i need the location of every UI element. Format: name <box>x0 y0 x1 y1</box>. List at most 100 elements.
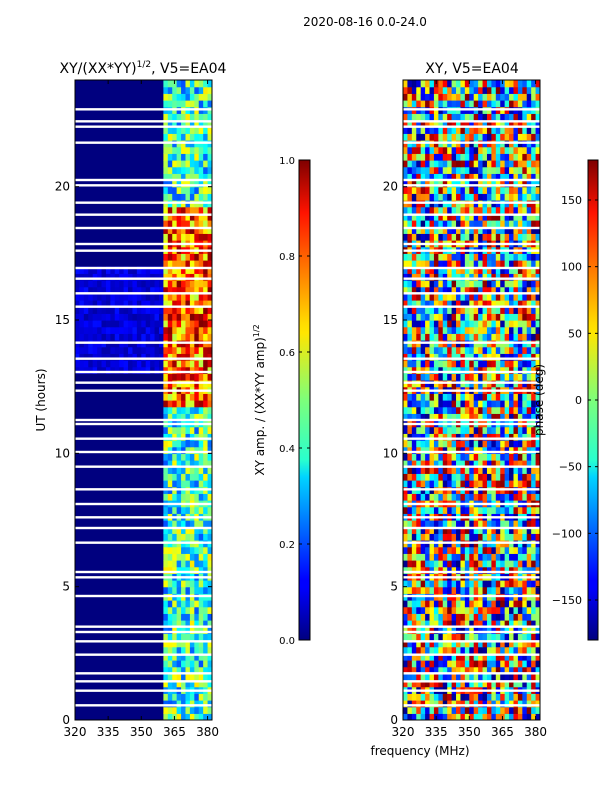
left-flag-line <box>75 125 212 128</box>
right-heatmap-cell <box>438 413 444 421</box>
left-heatmap-cell <box>176 120 182 128</box>
right-heatmap-cell <box>411 626 417 634</box>
right-heatmap-cell <box>411 586 417 594</box>
left-heatmap-cell <box>189 480 195 488</box>
right-flag-line <box>403 625 540 628</box>
left-heatmap-cell <box>97 313 103 321</box>
left-flag-line <box>75 689 212 692</box>
left-heatmap-cell <box>150 353 156 361</box>
right-heatmap-cell <box>420 293 426 301</box>
right-heatmap-cell <box>491 80 497 88</box>
left-heatmap-cell <box>189 586 195 594</box>
right-heatmap-cell <box>425 446 431 454</box>
right-heatmap-cell <box>482 433 488 441</box>
right-heatmap-cell <box>456 653 462 661</box>
right-heatmap-cell <box>486 413 492 421</box>
right-heatmap-cell <box>456 93 462 101</box>
right-heatmap-cell <box>473 193 479 201</box>
right-heatmap-cell <box>429 453 435 461</box>
right-heatmap-cell <box>473 100 479 108</box>
right-heatmap-cell <box>438 326 444 334</box>
left-heatmap-cell <box>207 93 212 101</box>
right-heatmap-cell <box>522 100 528 108</box>
right-heatmap-cell <box>425 293 431 301</box>
left-heatmap-cell <box>207 353 212 361</box>
right-heatmap-cell <box>526 460 532 468</box>
left-heatmap-cell <box>167 286 173 294</box>
right-heatmap-cell <box>469 673 475 681</box>
left-heatmap-cell <box>136 293 142 301</box>
right-heatmap-cell <box>433 206 439 214</box>
right-heatmap-cell <box>469 146 475 154</box>
left-heatmap-cell <box>172 426 178 434</box>
left-heatmap-cell <box>79 326 85 334</box>
right-heatmap-cell <box>456 546 462 554</box>
right-heatmap-cell <box>482 126 488 134</box>
right-heatmap-cell <box>531 226 537 234</box>
right-heatmap-cell <box>504 320 510 328</box>
right-heatmap-cell <box>495 126 501 134</box>
right-colorbar-tick-label: −100 <box>552 527 582 540</box>
left-heatmap-cell <box>167 113 173 121</box>
left-heatmap-cell <box>101 360 107 368</box>
right-heatmap-cell <box>509 360 515 368</box>
right-heatmap-cell <box>447 613 453 621</box>
left-heatmap-cell <box>189 493 195 501</box>
left-heatmap-cell <box>203 626 209 634</box>
left-heatmap-cell <box>194 560 200 568</box>
left-heatmap-cell <box>163 600 169 608</box>
right-heatmap-cell <box>456 233 462 241</box>
left-heatmap-cell <box>114 280 120 288</box>
right-heatmap-cell <box>504 313 510 321</box>
right-heatmap-cell <box>531 173 537 181</box>
left-heatmap-cell <box>198 646 204 654</box>
left-heatmap-cell <box>172 333 178 341</box>
right-heatmap-cell <box>513 126 519 134</box>
right-heatmap-cell <box>495 353 501 361</box>
right-heatmap-cell <box>447 560 453 568</box>
left-heatmap-cell <box>163 586 169 594</box>
left-heatmap-cell <box>176 646 182 654</box>
right-heatmap-cell <box>491 586 497 594</box>
left-heatmap-cell <box>176 300 182 308</box>
left-heatmap-cell <box>181 100 187 108</box>
left-heatmap-cell <box>194 626 200 634</box>
right-heatmap-cell <box>491 353 497 361</box>
left-flag-line <box>75 120 212 123</box>
right-heatmap-cell <box>482 526 488 534</box>
left-heatmap-cell <box>128 313 134 321</box>
right-heatmap-cell <box>495 313 501 321</box>
right-heatmap-cell <box>509 460 515 468</box>
right-heatmap-cell <box>469 306 475 314</box>
left-heatmap-cell <box>176 473 182 481</box>
right-flag-line <box>403 516 540 519</box>
right-heatmap-cell <box>464 666 470 674</box>
left-heatmap-cell <box>181 80 187 88</box>
right-heatmap-cell <box>517 160 523 168</box>
right-flag-line <box>403 125 540 128</box>
right-heatmap-cell <box>425 546 431 554</box>
right-heatmap-cell <box>495 466 501 474</box>
left-heatmap-cell <box>185 680 191 688</box>
right-heatmap-cell <box>500 466 506 474</box>
left-heatmap-cell <box>207 560 212 568</box>
left-heatmap-cell <box>92 306 98 314</box>
right-heatmap-cell <box>403 320 409 328</box>
right-heatmap-cell <box>535 546 540 554</box>
right-heatmap-cell <box>495 373 501 381</box>
right-heatmap-cell <box>526 626 532 634</box>
right-heatmap-cell <box>469 180 475 188</box>
left-heatmap-cell <box>194 613 200 621</box>
right-heatmap-cell <box>438 113 444 121</box>
right-heatmap-cell <box>517 660 523 668</box>
right-heatmap-cell <box>403 706 409 714</box>
right-heatmap-cell <box>447 533 453 541</box>
left-heatmap-cell <box>203 153 209 161</box>
right-heatmap-cell <box>504 506 510 514</box>
right-heatmap-cell <box>464 160 470 168</box>
left-colorbar-tick-label: 0.8 <box>279 252 295 263</box>
right-heatmap-cell <box>509 620 515 628</box>
left-heatmap-cell <box>189 300 195 308</box>
right-heatmap-cell <box>486 353 492 361</box>
left-heatmap-cell <box>185 406 191 414</box>
